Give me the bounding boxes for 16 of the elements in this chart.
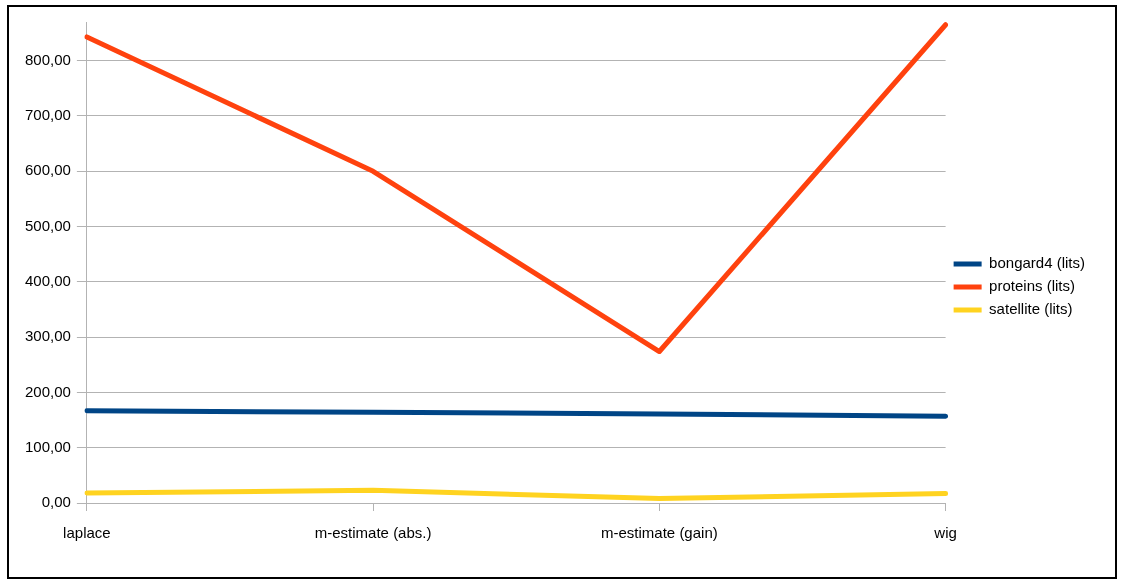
y-tick-label: 200,00 xyxy=(24,382,71,400)
legend-label: satellite (lits) xyxy=(989,300,1073,318)
x-tick-label: wig xyxy=(933,524,957,542)
legend-label: bongard4 (lits) xyxy=(989,254,1086,272)
y-tick-label: 500,00 xyxy=(24,216,71,234)
x-tick-label: m-estimate (gain) xyxy=(601,524,718,542)
x-tick-label: laplace xyxy=(63,524,111,542)
y-tick-label: 800,00 xyxy=(24,50,71,68)
x-tick-label: m-estimate (abs.) xyxy=(314,524,432,542)
y-tick-label: 300,00 xyxy=(24,327,71,345)
legend-label: proteins (lits) xyxy=(989,277,1075,295)
y-tick-label: 0,00 xyxy=(41,493,71,511)
y-tick-label: 600,00 xyxy=(24,161,71,179)
y-tick-label: 700,00 xyxy=(24,106,71,124)
y-tick-label: 100,00 xyxy=(24,437,71,455)
y-tick-label: 400,00 xyxy=(24,271,71,289)
